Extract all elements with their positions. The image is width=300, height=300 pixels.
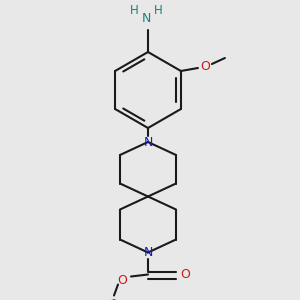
Text: N: N (141, 13, 151, 26)
Text: H: H (130, 4, 138, 17)
Text: N: N (143, 246, 153, 259)
Text: O: O (200, 59, 210, 73)
Text: H: H (154, 4, 162, 17)
Text: O: O (117, 274, 127, 287)
Text: N: N (143, 136, 153, 148)
Text: O: O (180, 268, 190, 281)
